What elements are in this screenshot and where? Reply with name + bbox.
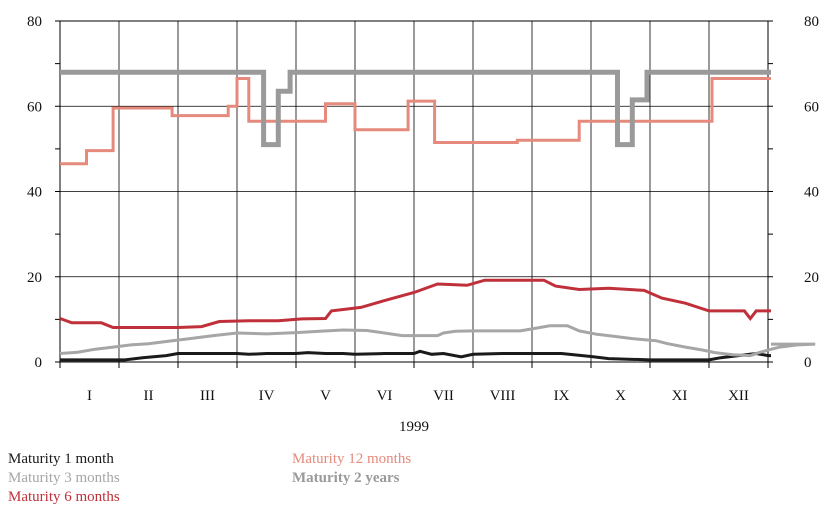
legend-item-2-years: Maturity 2 years <box>292 470 400 486</box>
y-tick-label-right: 60 <box>804 99 819 115</box>
x-tick-label: I <box>87 388 92 404</box>
x-tick-label: IX <box>554 388 570 404</box>
legend-item-3-months: Maturity 3 months <box>8 470 120 486</box>
y-tick-label-right: 0 <box>804 355 812 371</box>
series-line-maturity-2-years <box>60 69 771 148</box>
series-line-maturity-3-months <box>59 324 816 358</box>
y-tick-label-right: 80 <box>804 14 819 30</box>
y-tick-label-left: 20 <box>27 270 42 286</box>
y-tick-label-left: 80 <box>27 14 42 30</box>
y-tick-label-right: 20 <box>804 270 819 286</box>
legend-item-1-month: Maturity 1 month <box>8 451 114 467</box>
x-tick-label: II <box>144 388 154 404</box>
x-tick-label: V <box>320 388 331 404</box>
x-axis-year-label: 1999 <box>399 419 429 435</box>
x-tick-label: VII <box>433 388 454 404</box>
x-tick-label: VIII <box>490 388 516 404</box>
y-tick-label-right: 40 <box>804 185 819 201</box>
series-line-maturity-6-months <box>59 278 771 329</box>
legend-right: Maturity 12 months Maturity 2 years <box>292 450 411 488</box>
x-tick-label: XI <box>672 388 688 404</box>
x-tick-label: X <box>615 388 626 404</box>
y-tick-label-left: 0 <box>35 355 43 371</box>
legend-item-6-months: Maturity 6 months <box>8 489 120 505</box>
x-tick-label: IV <box>259 388 275 404</box>
legend-item-12-months: Maturity 12 months <box>292 451 412 467</box>
x-tick-label: XII <box>728 388 749 404</box>
x-tick-label: VI <box>377 388 393 404</box>
series-line-maturity-12-months <box>60 77 771 166</box>
y-tick-label-left: 60 <box>27 99 42 115</box>
legend-left: Maturity 1 month Maturity 3 months Matur… <box>8 450 120 507</box>
series-line-maturity-1-month <box>60 349 771 362</box>
x-tick-label: III <box>200 388 215 404</box>
y-tick-label-left: 40 <box>27 185 42 201</box>
